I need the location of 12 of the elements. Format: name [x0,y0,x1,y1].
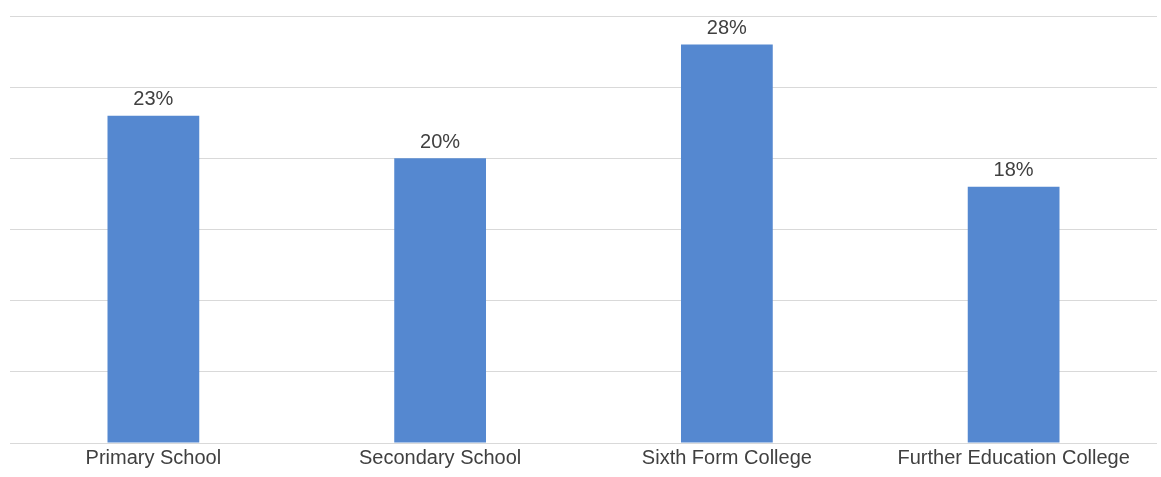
data-label: 18% [993,158,1034,181]
bar [394,158,487,443]
bar [107,115,200,443]
data-label: 28% [706,15,748,38]
x-tick-label: Secondary School [358,445,522,468]
data-label: 23% [133,87,174,110]
bar [967,186,1060,443]
bar [681,44,773,443]
x-tick-label: Sixth Form College [641,445,812,468]
data-label: 20% [420,129,461,152]
x-tick-label: Primary School [85,445,222,468]
x-tick-label: Further Education College [897,445,1130,468]
